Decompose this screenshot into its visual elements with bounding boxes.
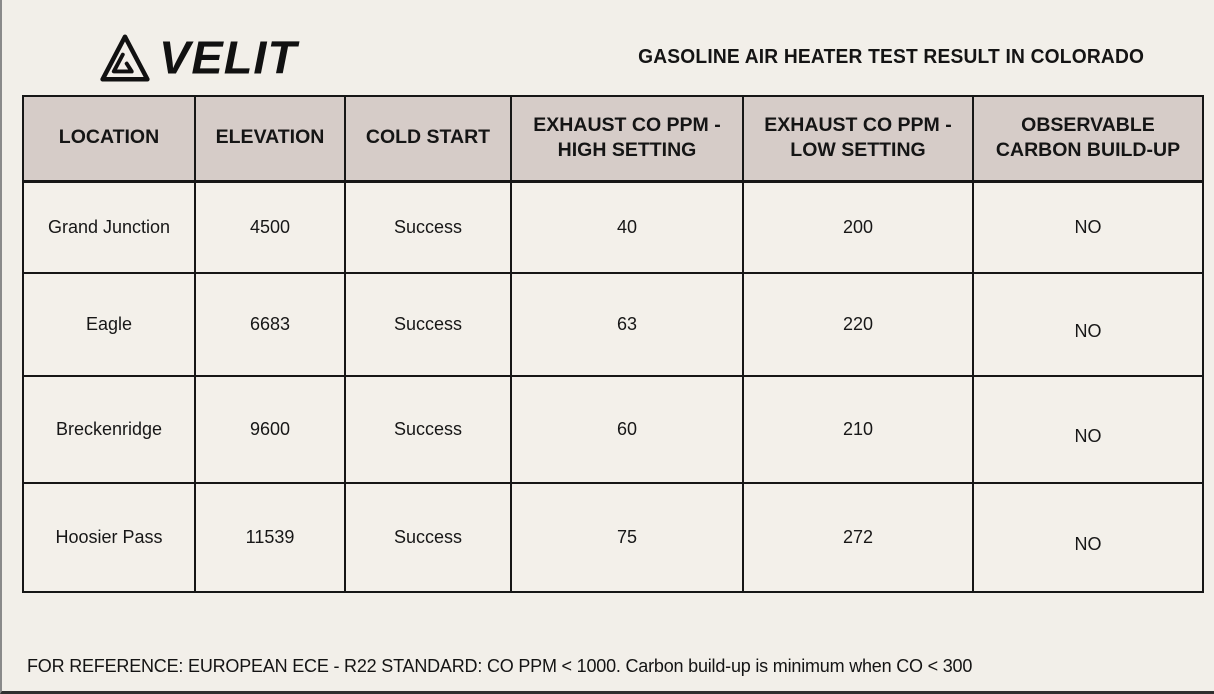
reference-note: FOR REFERENCE: EUROPEAN ECE - R22 STANDA…: [27, 656, 973, 676]
cell-elevation: 6683: [194, 272, 346, 377]
cell-location: Eagle: [22, 272, 196, 377]
cell-location: Hoosier Pass: [22, 482, 196, 593]
cell-elevation: 9600: [194, 375, 346, 484]
triangle-mountain-icon: [97, 31, 153, 85]
cell-co-high: 63: [510, 272, 744, 377]
column-header-co-low: EXHAUST CO PPM - LOW SETTING: [742, 95, 974, 183]
column-header-carbon: OBSERVABLE CARBON BUILD-UP: [972, 95, 1204, 183]
page-title: GASOLINE AIR HEATER TEST RESULT IN COLOR…: [637, 46, 1144, 68]
table-row-breckenridge: Breckenridge 9600 Success 60 210 NO: [22, 375, 1204, 484]
cell-elevation: 11539: [194, 482, 346, 593]
page-header: VELIT GASOLINE AIR HEATER TEST RESULT IN…: [2, 0, 1214, 95]
cell-co-low: 272: [742, 482, 974, 593]
cell-co-high: 40: [510, 180, 744, 274]
cell-carbon: NO: [972, 482, 1204, 593]
cell-co-low: 210: [742, 375, 974, 484]
cell-co-low: 200: [742, 180, 974, 274]
cell-location: Grand Junction: [22, 180, 196, 274]
cell-cold-start: Success: [344, 375, 512, 484]
cell-location: Breckenridge: [22, 375, 196, 484]
cell-cold-start: Success: [344, 482, 512, 593]
table-row-grand-junction: Grand Junction 4500 Success 40 200 NO: [22, 180, 1204, 274]
cell-cold-start: Success: [344, 180, 512, 274]
column-header-location: LOCATION: [22, 95, 196, 183]
cell-co-high: 75: [510, 482, 744, 593]
column-header-co-high: EXHAUST CO PPM - HIGH SETTING: [510, 95, 744, 183]
cell-carbon: NO: [972, 375, 1204, 484]
table-header: LOCATION ELEVATION COLD START EXHAUST CO…: [22, 95, 1204, 183]
table-row-eagle: Eagle 6683 Success 63 220 NO: [22, 272, 1204, 377]
table-body: Grand Junction 4500 Success 40 200 NO Ea…: [22, 180, 1204, 593]
table-row-hoosier-pass: Hoosier Pass 11539 Success 75 272 NO: [22, 482, 1204, 593]
cell-co-low: 220: [742, 272, 974, 377]
test-result-table: LOCATION ELEVATION COLD START EXHAUST CO…: [22, 95, 1204, 593]
header-row: LOCATION ELEVATION COLD START EXHAUST CO…: [22, 95, 1204, 183]
cell-cold-start: Success: [344, 272, 512, 377]
velit-logo: VELIT: [97, 30, 297, 85]
column-header-cold-start: COLD START: [344, 95, 512, 183]
column-header-elevation: ELEVATION: [194, 95, 346, 183]
cell-carbon: NO: [972, 180, 1204, 274]
brand-name: VELIT: [159, 31, 298, 84]
cell-carbon: NO: [972, 272, 1204, 377]
cell-co-high: 60: [510, 375, 744, 484]
cell-elevation: 4500: [194, 180, 346, 274]
